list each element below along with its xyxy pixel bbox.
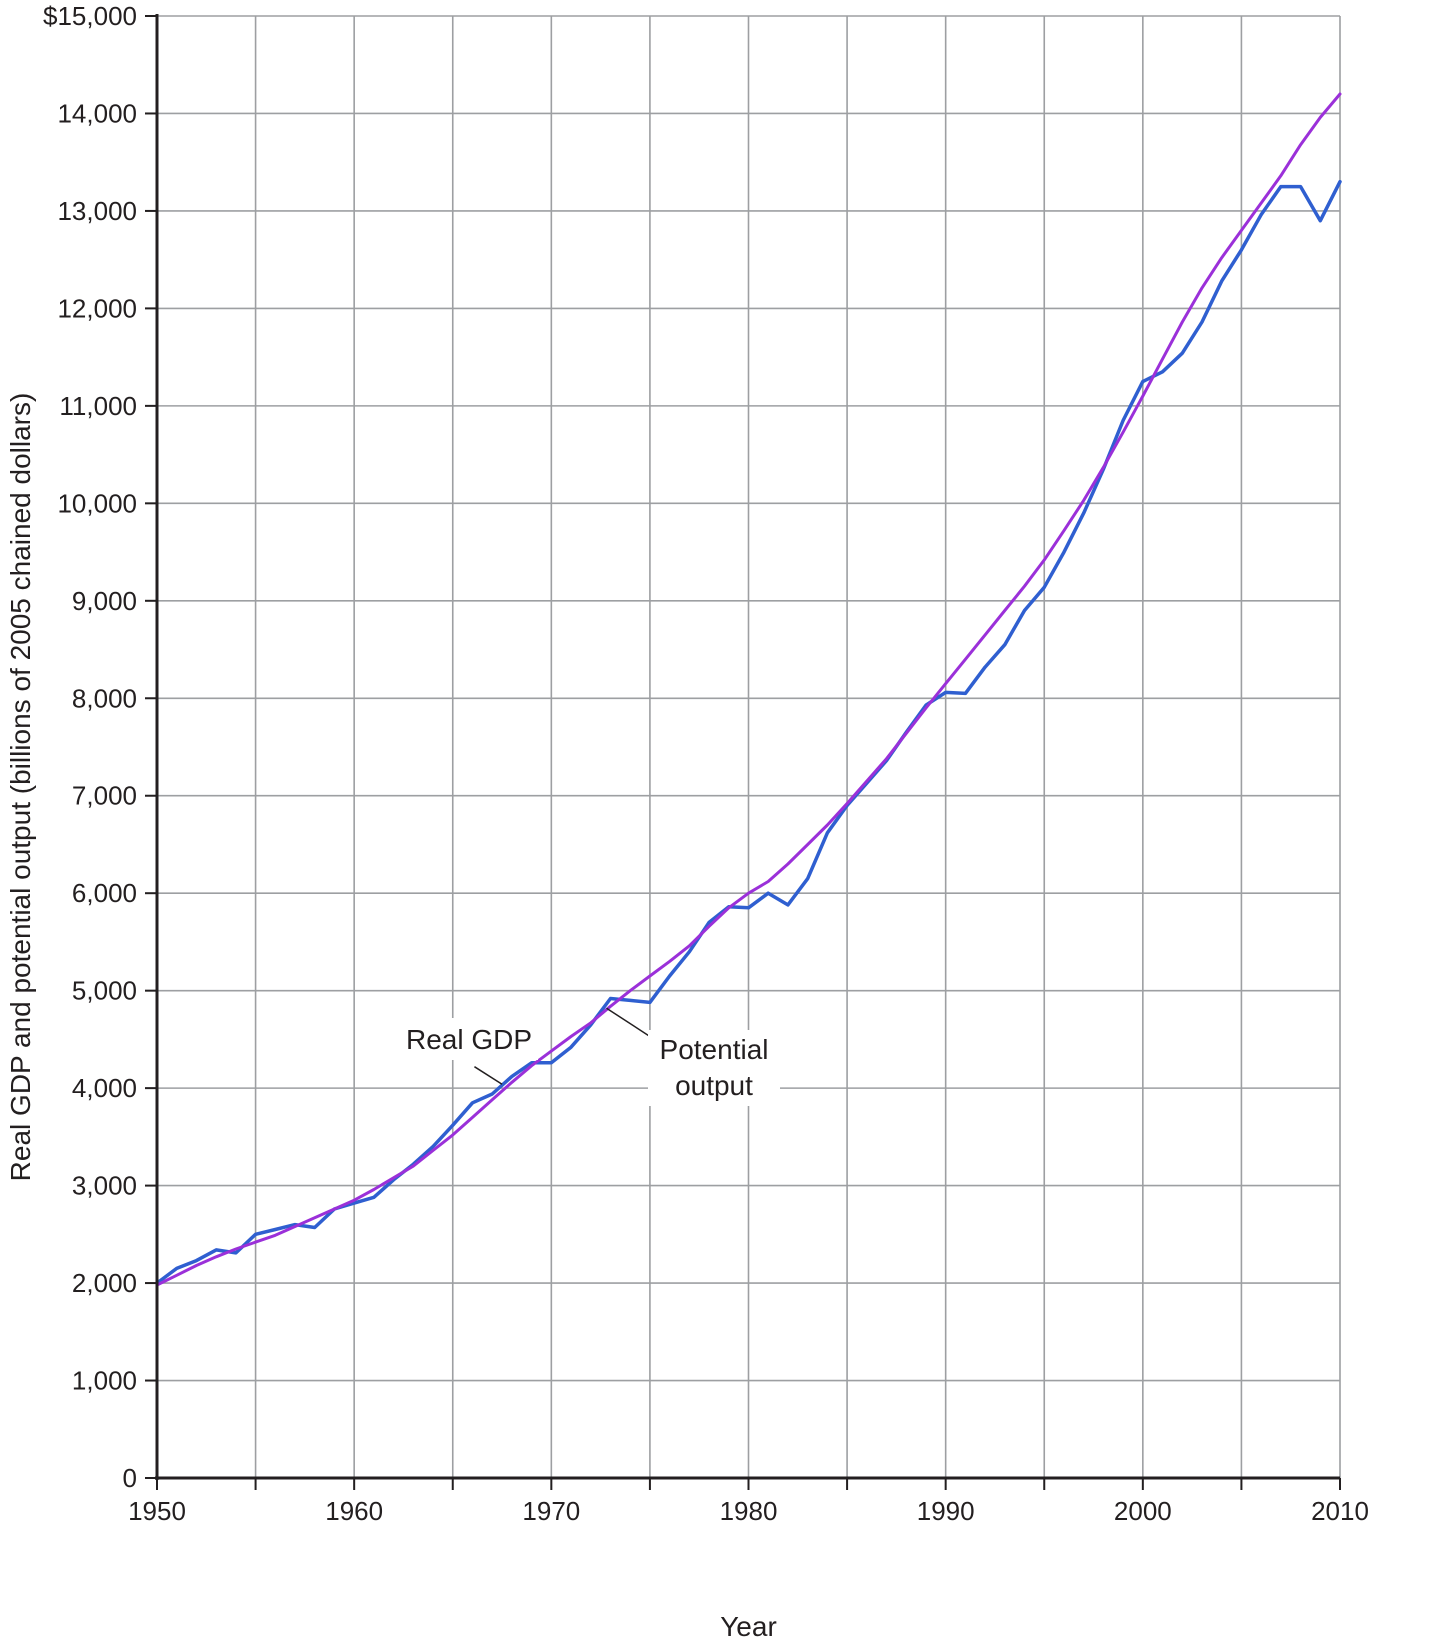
real-gdp-leader-line [474,1066,503,1085]
potential-output-label-bg [648,1030,780,1106]
y-tick-label: 5,000 [72,976,137,1006]
series-lines [155,92,1342,1287]
y-tick-label: 9,000 [72,586,137,616]
gridlines [157,15,1341,1478]
y-tick-label: 13,000 [57,196,137,226]
y-tick-label: 3,000 [72,1171,137,1201]
x-tick-label: 1980 [720,1496,778,1526]
x-tick-label: 2010 [1311,1496,1369,1526]
x-tick-label: 1970 [522,1496,580,1526]
x-axis-title: Year [720,1611,777,1640]
y-tick-label: 6,000 [72,878,137,908]
x-tick-label: 1990 [917,1496,975,1526]
y-tick-label: 8,000 [72,683,137,713]
axes: 0 1,000 2,000 3,000 4,000 5,000 6,000 7,000 8,00… [43,1,1369,1526]
potential-output-line [155,92,1342,1287]
y-tick-label: $15,000 [43,1,137,31]
potential-output-label-line2: output [675,1070,753,1101]
y-tick-label: 10,000 [57,488,137,518]
real-gdp-label: Real GDP [406,1024,532,1055]
y-tick-label: 7,000 [72,781,137,811]
potential-output-leader-line [606,1007,651,1038]
real-gdp-line [155,179,1342,1285]
y-tick-label: 1,000 [72,1366,137,1396]
y-tick-label: 12,000 [57,293,137,323]
y-tick-label: 2,000 [72,1268,137,1298]
real-gdp-label-bg [398,1018,538,1060]
y-tick-label: 4,000 [72,1073,137,1103]
y-tick-label: 0 [123,1463,137,1493]
x-tick-label: 1950 [128,1496,186,1526]
y-tick-label: 14,000 [57,98,137,128]
x-tick-label: 1960 [325,1496,383,1526]
annotations: Real GDP Potential output [398,1007,780,1106]
y-tick-label: 11,000 [59,391,137,421]
x-tick-label: 2000 [1114,1496,1172,1526]
potential-output-label-line1: Potential [660,1034,769,1065]
y-axis-title: Real GDP and potential output (billions … [5,393,36,1182]
